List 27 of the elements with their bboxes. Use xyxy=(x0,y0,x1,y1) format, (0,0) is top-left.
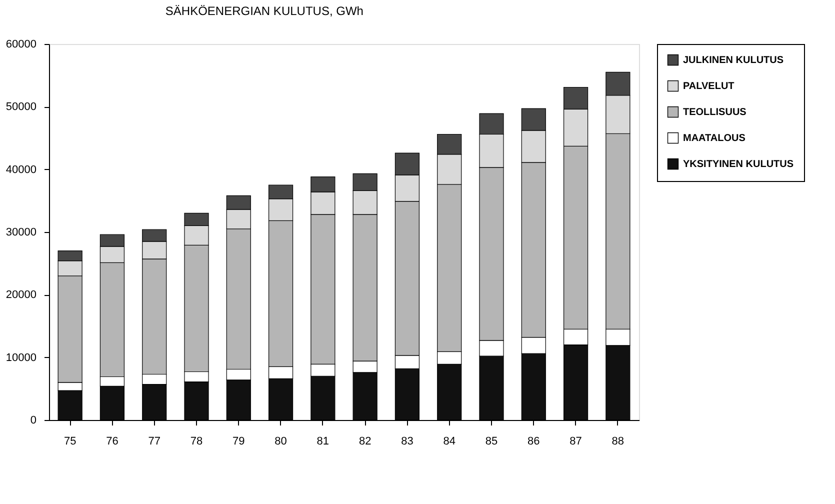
x-tick-label: 80 xyxy=(274,436,287,448)
legend-label: PALVELUT xyxy=(683,81,734,92)
x-tick-label: 85 xyxy=(485,436,498,448)
legend-label: TEOLLISUUS xyxy=(683,107,747,118)
y-tick-label: 20000 xyxy=(6,289,36,302)
y-tick-label: 10000 xyxy=(6,352,36,364)
x-tick-label: 77 xyxy=(148,436,160,448)
chart-title: SÄHKÖENERGIAN KULUTUS, GWh xyxy=(165,4,364,18)
x-tick-label: 83 xyxy=(401,436,414,448)
y-tick-label: 40000 xyxy=(6,164,36,176)
x-tick-label: 78 xyxy=(190,436,203,448)
y-tick-label: 0 xyxy=(30,414,36,426)
legend-label: MAATALOUS xyxy=(683,133,746,144)
x-tick-label: 88 xyxy=(612,436,624,448)
legend-label: JULKINEN KULUTUS xyxy=(683,55,784,66)
y-tick-label: 30000 xyxy=(6,226,36,238)
y-tick-label: 50000 xyxy=(6,101,36,114)
x-tick-label: 75 xyxy=(64,436,76,448)
x-tick-label: 79 xyxy=(232,436,245,448)
x-tick-label: 84 xyxy=(443,436,456,448)
y-tick-label: 60000 xyxy=(6,38,36,50)
x-tick-label: 87 xyxy=(570,436,582,448)
x-tick-label: 76 xyxy=(106,436,118,448)
x-tick-label: 81 xyxy=(316,436,330,448)
x-tick-label: 86 xyxy=(528,436,540,448)
x-tick-label: 82 xyxy=(358,436,372,448)
legend-label: YKSITYINEN KULUTUS xyxy=(683,159,794,170)
